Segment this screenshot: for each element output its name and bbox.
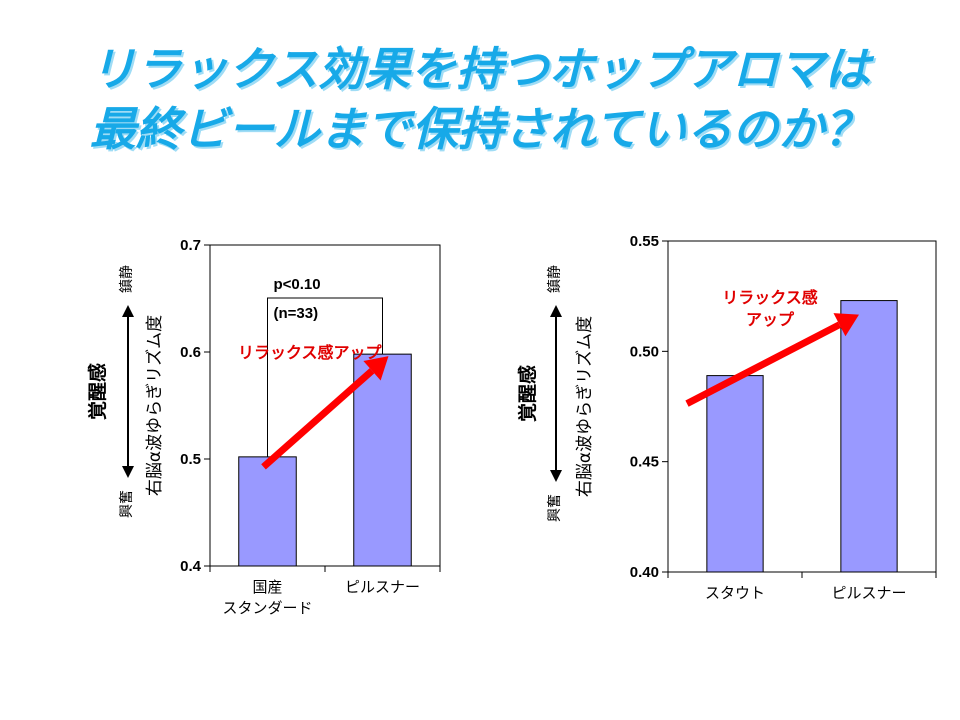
significance-n: (n=33) bbox=[274, 305, 319, 322]
y-tick-label: 0.50 bbox=[630, 343, 659, 360]
side-label-bottom: 興奮 bbox=[119, 490, 135, 518]
bar-1 bbox=[706, 375, 764, 573]
arousal-arrow-down bbox=[550, 470, 562, 482]
significance-p: p<0.10 bbox=[274, 276, 321, 293]
relax-annotation: リラックス感アップ bbox=[722, 288, 818, 329]
increase-arrow-head bbox=[833, 313, 859, 337]
x-category-label-2: ピルスナー bbox=[345, 578, 420, 596]
y-tick-label: 0.4 bbox=[180, 558, 202, 575]
significance-bracket bbox=[267, 297, 383, 457]
x-category-label-1: 国産スタンダード bbox=[222, 578, 312, 617]
y-axis-label: 右脳α波ゆらぎリズム度 bbox=[575, 316, 595, 497]
y-tick-label: 0.45 bbox=[630, 454, 659, 471]
y-tick-label: 0.6 bbox=[180, 344, 201, 361]
arousal-arrow-down bbox=[122, 466, 134, 478]
arousal-label: 覚醒感 bbox=[86, 363, 109, 420]
side-label-bottom: 興奮 bbox=[547, 494, 563, 522]
arousal-arrow-up bbox=[122, 305, 134, 317]
page-title-line-2: 最終ビールまで保持されているのか？ bbox=[89, 102, 871, 156]
arousal-arrow-up bbox=[550, 305, 562, 317]
bar-2 bbox=[840, 300, 898, 573]
bar-2 bbox=[353, 353, 412, 567]
increase-arrow bbox=[685, 321, 842, 407]
increase-arrow-head bbox=[363, 356, 389, 381]
increase-arrow bbox=[261, 368, 375, 470]
y-tick-label: 0.7 bbox=[180, 237, 201, 254]
y-tick-label: 0.55 bbox=[630, 233, 659, 250]
y-tick-label: 0.5 bbox=[180, 451, 201, 468]
side-label-top: 鎮静 bbox=[119, 265, 135, 293]
relax-annotation: リラックス感アップ bbox=[238, 343, 383, 362]
arousal-label: 覚醒感 bbox=[516, 365, 539, 422]
x-category-label-2: ピルスナー bbox=[831, 584, 906, 602]
page-title-line-1: リラックス効果を持つホップアロマは bbox=[89, 42, 871, 96]
bar-1 bbox=[238, 456, 297, 567]
y-tick-label: 0.40 bbox=[630, 564, 659, 581]
x-category-label-1: スタウト bbox=[705, 584, 765, 602]
side-label-top: 鎮静 bbox=[547, 265, 563, 293]
y-axis-label: 右脳α波ゆらぎリズム度 bbox=[145, 315, 165, 496]
